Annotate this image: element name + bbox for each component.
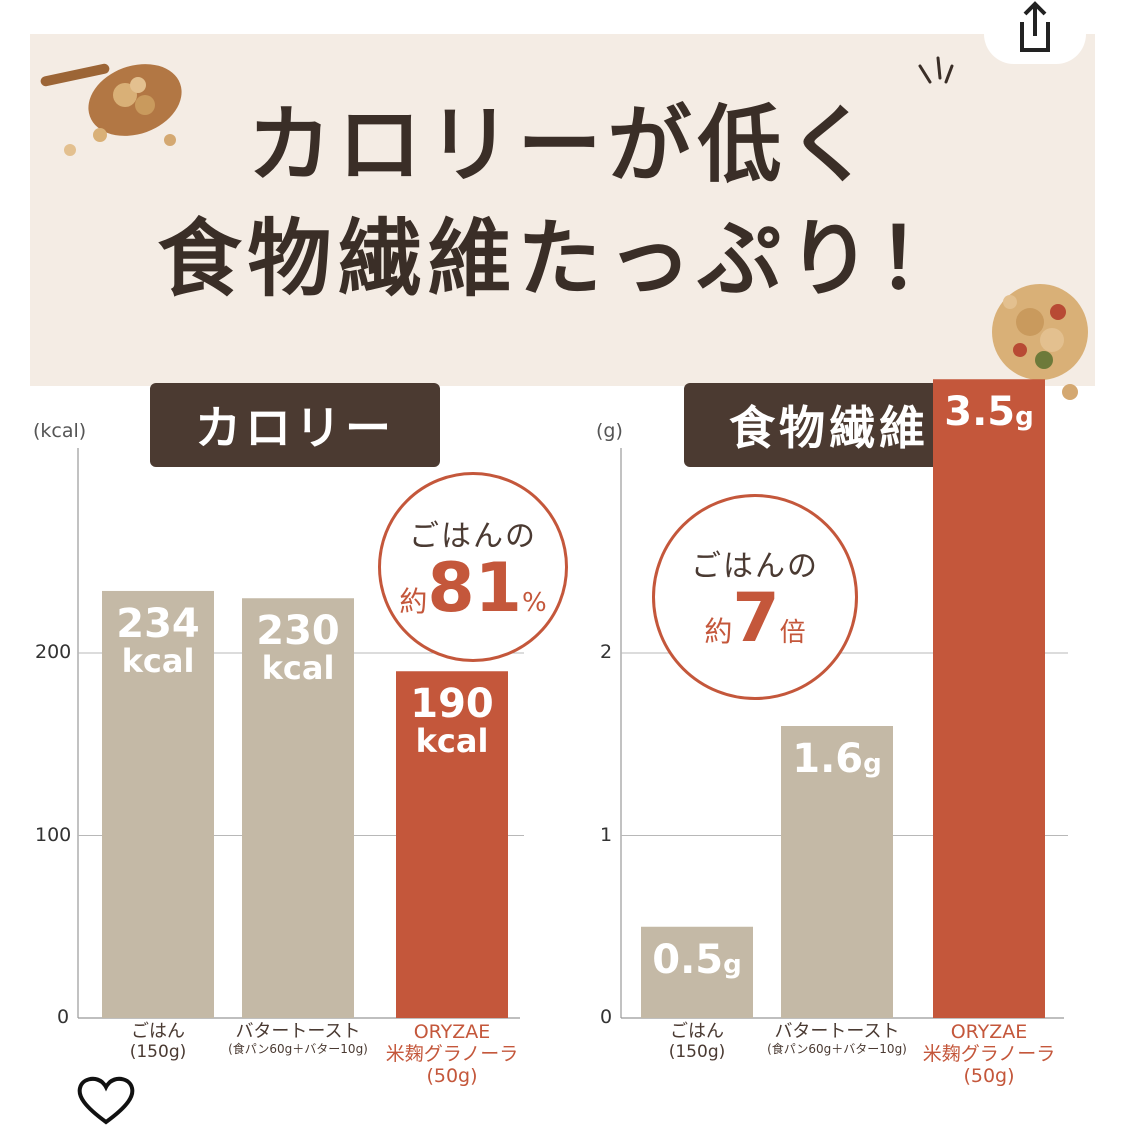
fiber-chart-title: 食物繊維 (684, 383, 974, 467)
headline-line-1: カロリーが低く (247, 96, 878, 194)
bar-unit: kcal (121, 641, 195, 680)
calorie-callout-circle: ごはんの 約81% (378, 472, 568, 662)
calorie-y-tick-label: 0 (57, 1006, 70, 1028)
calorie-callout-suffix: % (521, 588, 547, 618)
fiber-y-tick-label: 1 (600, 823, 613, 846)
fiber-callout-suffix: 倍 (779, 618, 806, 648)
heart-icon[interactable] (74, 1074, 138, 1126)
category-portion: (150g) (129, 1041, 187, 1062)
bar-value: 0.5 (652, 936, 724, 983)
fiber-callout-circle: ごはんの 約7倍 (652, 494, 858, 700)
fiber-category-label: バタートースト (食パン60g＋バター10g) (731, 1021, 943, 1056)
category-note: (食パン60g＋バター10g) (767, 1041, 907, 1056)
category-main: バタートースト (774, 1021, 900, 1042)
bar-value: 230 (256, 608, 340, 655)
category-note: (食パン60g＋バター10g) (228, 1041, 368, 1056)
bar-unit: kcal (261, 649, 335, 688)
granola-bowl-image (992, 284, 1088, 409)
calorie-unit-label: (kcal) (33, 420, 87, 442)
fiber-bar-value-label: 1.6g (781, 738, 893, 780)
calorie-bar (396, 671, 508, 1018)
fiber-bar (641, 926, 753, 1018)
fiber-unit-label: (g) (596, 420, 623, 442)
calorie-chart-title: カロリー (150, 383, 440, 467)
bar-unit: g (863, 749, 882, 779)
calorie-y-tick-label: 200 (35, 641, 72, 663)
category-portion: (50g) (963, 1064, 1015, 1087)
bar-unit: g (723, 949, 742, 980)
hero-banner (30, 34, 1095, 386)
fiber-bar-value-label: 0.5g (641, 939, 753, 981)
fiber-bar-value-label: 3.5g (933, 391, 1045, 433)
fiber-y-tick-label: 2 (600, 641, 613, 663)
category-main: バタートースト (235, 1021, 361, 1042)
fiber-callout-number: 7 (732, 579, 780, 658)
calorie-category-label: ORYZAE 米麹グラノーラ (50g) (346, 1021, 558, 1088)
fiber-callout-prefix: 約 (704, 615, 733, 648)
share-icon (1020, 1, 1050, 52)
calorie-y-tick-label: 100 (35, 823, 72, 846)
category-main: ごはん (131, 1021, 185, 1042)
bar-unit: g (1015, 402, 1034, 433)
bar-value: 190 (410, 681, 494, 728)
fiber-category-label: ごはん (150g) (591, 1021, 803, 1062)
calorie-callout-number: 81 (427, 549, 522, 628)
calorie-category-label: ごはん (150g) (52, 1021, 264, 1062)
fiber-bar (933, 379, 1045, 1018)
fiber-y-tick-label: 0 (600, 1006, 613, 1028)
calorie-category-label: バタートースト (食パン60g＋バター10g) (192, 1021, 404, 1056)
granola-spoon-image (40, 63, 182, 156)
calorie-callout-lead: ごはんの (409, 519, 537, 554)
bar-value: 3.5 (944, 389, 1016, 436)
category-portion: (150g) (668, 1041, 726, 1062)
bar-value: 1.6 (792, 736, 864, 782)
bar-unit: kcal (415, 722, 489, 761)
calorie-bar (102, 590, 214, 1018)
sparkle-lines-icon (918, 56, 954, 84)
fiber-category-label: ORYZAE 米麹グラノーラ (50g) (883, 1021, 1095, 1088)
headline-line-2: 食物繊維たっぷり！ (157, 210, 968, 308)
category-main: ORYZAE 米麹グラノーラ (922, 1021, 1056, 1065)
calorie-callout-prefix: 約 (399, 585, 428, 618)
fiber-callout-lead: ごはんの (691, 549, 819, 584)
bar-value: 234 (116, 600, 200, 647)
category-main: ORYZAE 米麹グラノーラ (385, 1021, 519, 1065)
share-button[interactable] (984, 0, 1086, 64)
fiber-bar (781, 726, 893, 1018)
calorie-bar-value-label: 230 kcal (242, 610, 354, 686)
calorie-bar (242, 598, 354, 1018)
calorie-bar-value-label: 234 kcal (102, 603, 214, 679)
category-portion: (50g) (426, 1064, 478, 1087)
category-main: ごはん (670, 1021, 724, 1042)
calorie-bar-value-label: 190 kcal (396, 683, 508, 759)
